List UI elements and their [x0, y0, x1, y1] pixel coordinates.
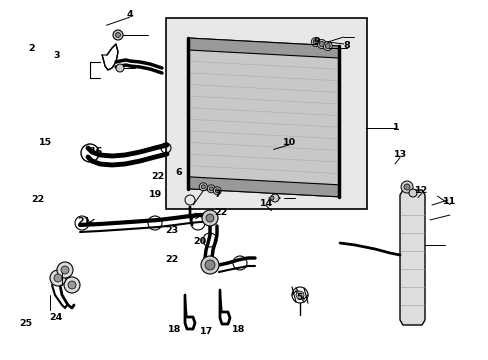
Text: 20: 20: [193, 237, 205, 246]
Text: 11: 11: [442, 197, 456, 206]
Circle shape: [68, 281, 76, 289]
Circle shape: [209, 187, 213, 191]
Circle shape: [199, 183, 207, 191]
Circle shape: [323, 41, 331, 50]
Text: 18: 18: [168, 325, 182, 334]
Circle shape: [213, 187, 221, 195]
Circle shape: [115, 32, 120, 37]
Bar: [166, 18, 366, 209]
Text: 5: 5: [295, 292, 302, 302]
Polygon shape: [102, 44, 118, 70]
Circle shape: [403, 184, 409, 190]
Text: 22: 22: [31, 195, 45, 204]
Circle shape: [201, 256, 219, 274]
Polygon shape: [220, 290, 229, 324]
Polygon shape: [188, 177, 338, 197]
Text: 10: 10: [283, 138, 295, 147]
Text: 13: 13: [393, 150, 406, 159]
Circle shape: [319, 41, 324, 46]
Circle shape: [270, 194, 279, 202]
Circle shape: [269, 196, 273, 200]
Circle shape: [61, 266, 69, 274]
Circle shape: [64, 277, 80, 293]
Circle shape: [311, 37, 320, 46]
Text: 8: 8: [343, 40, 350, 49]
Circle shape: [54, 274, 62, 282]
Text: 3: 3: [53, 51, 60, 60]
Text: 23: 23: [165, 226, 178, 235]
Text: 2: 2: [28, 44, 35, 53]
Text: 4: 4: [126, 10, 133, 19]
Text: 14: 14: [259, 199, 273, 208]
Text: 1: 1: [392, 123, 399, 132]
Text: 7: 7: [214, 190, 221, 199]
Text: 21: 21: [77, 217, 91, 226]
Circle shape: [57, 262, 73, 278]
Circle shape: [202, 210, 218, 226]
Circle shape: [295, 291, 304, 299]
Circle shape: [317, 40, 325, 49]
Circle shape: [201, 185, 205, 189]
Text: 24: 24: [49, 313, 63, 322]
Text: 19: 19: [148, 190, 162, 199]
Circle shape: [400, 181, 412, 193]
Text: 22: 22: [165, 255, 179, 264]
Circle shape: [50, 270, 66, 286]
Text: 16: 16: [90, 147, 103, 156]
Text: 18: 18: [231, 325, 245, 334]
Text: 25: 25: [19, 320, 32, 328]
Text: 17: 17: [199, 327, 213, 336]
Text: 22: 22: [150, 172, 164, 181]
Text: 22: 22: [214, 208, 227, 217]
Circle shape: [116, 64, 124, 72]
Circle shape: [325, 44, 329, 49]
Polygon shape: [188, 38, 338, 58]
Circle shape: [205, 214, 214, 222]
Circle shape: [215, 189, 219, 193]
Polygon shape: [188, 38, 338, 197]
Circle shape: [207, 185, 215, 193]
Polygon shape: [399, 190, 424, 325]
Circle shape: [204, 260, 215, 270]
Circle shape: [408, 189, 416, 197]
Circle shape: [113, 30, 123, 40]
Text: 6: 6: [175, 168, 182, 177]
Text: 9: 9: [313, 37, 320, 46]
Text: 15: 15: [39, 138, 51, 147]
Circle shape: [313, 40, 318, 45]
Text: 12: 12: [414, 186, 427, 195]
Polygon shape: [184, 295, 195, 329]
